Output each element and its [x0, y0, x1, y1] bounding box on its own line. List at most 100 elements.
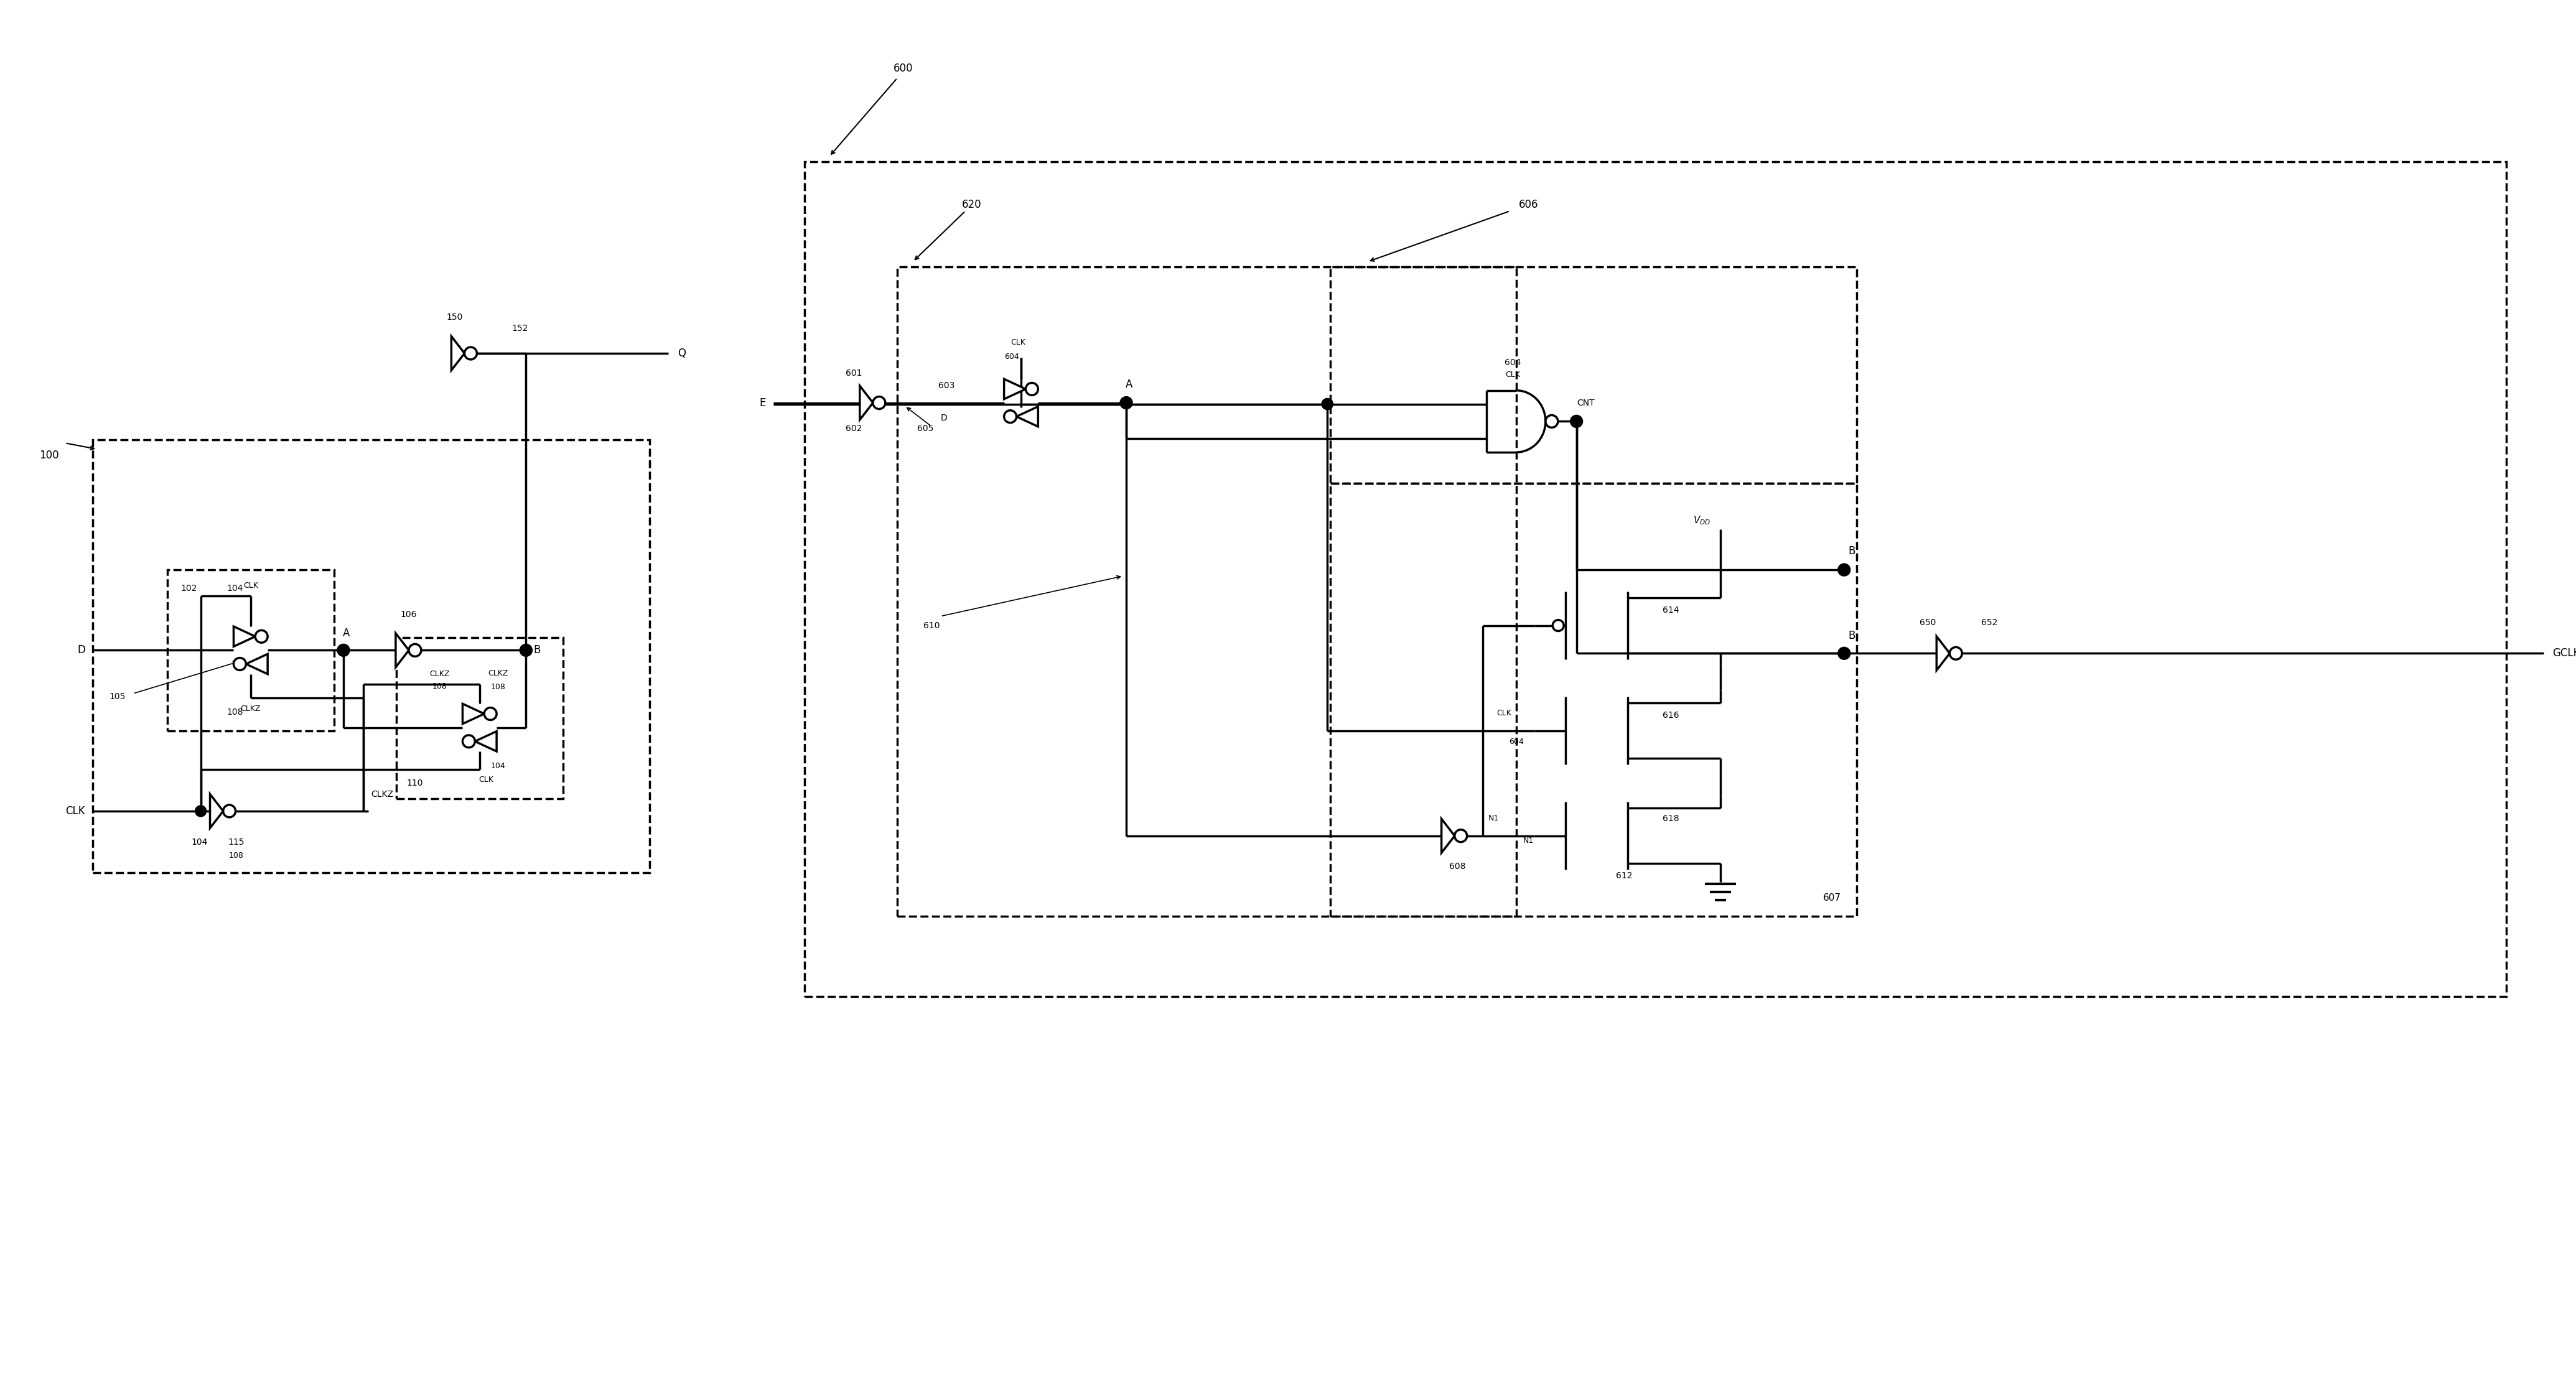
Text: 108: 108 — [433, 682, 446, 691]
Text: N1: N1 — [1522, 837, 1533, 844]
Polygon shape — [211, 794, 224, 828]
Text: 618: 618 — [1662, 814, 1680, 823]
Circle shape — [196, 805, 206, 817]
Polygon shape — [1937, 637, 1950, 670]
Circle shape — [873, 397, 886, 410]
Text: 104: 104 — [492, 763, 505, 771]
Text: CLKZ: CLKZ — [371, 790, 394, 799]
Text: 606: 606 — [1520, 199, 1538, 210]
Text: CNT: CNT — [1577, 399, 1595, 407]
Text: 152: 152 — [513, 324, 528, 334]
Circle shape — [234, 657, 245, 670]
Text: 102: 102 — [180, 584, 196, 592]
Text: 602: 602 — [845, 425, 863, 433]
Text: 108: 108 — [227, 707, 242, 717]
Text: 108: 108 — [489, 684, 505, 691]
Text: 108: 108 — [229, 851, 245, 859]
Text: 614: 614 — [1662, 606, 1680, 614]
Text: 115: 115 — [229, 837, 245, 847]
Text: B: B — [533, 645, 541, 656]
Text: 607: 607 — [1824, 893, 1842, 902]
Text: 616: 616 — [1662, 711, 1680, 720]
Text: 106: 106 — [399, 610, 417, 619]
Text: CLK: CLK — [67, 805, 85, 817]
Circle shape — [1546, 415, 1558, 428]
Circle shape — [1839, 648, 1850, 659]
Text: CLKZ: CLKZ — [487, 670, 507, 678]
Polygon shape — [474, 731, 497, 752]
Bar — [896, 267, 1517, 916]
Text: 105: 105 — [108, 692, 126, 700]
Text: CLK: CLK — [1497, 709, 1512, 717]
Polygon shape — [1005, 379, 1025, 399]
Polygon shape — [860, 386, 873, 419]
Text: CLKZ: CLKZ — [240, 704, 260, 713]
Text: $V_{DD}$: $V_{DD}$ — [1692, 515, 1710, 526]
Polygon shape — [1018, 407, 1038, 426]
Text: B: B — [1847, 631, 1855, 642]
Polygon shape — [1443, 819, 1455, 853]
Text: Q: Q — [677, 347, 685, 358]
Bar — [167, 570, 335, 731]
Circle shape — [1025, 383, 1038, 396]
Text: 620: 620 — [961, 199, 981, 210]
Bar — [1329, 267, 1857, 483]
Text: 601: 601 — [845, 368, 863, 378]
Text: 104: 104 — [191, 837, 209, 847]
Circle shape — [520, 645, 531, 656]
Text: 100: 100 — [39, 450, 59, 461]
Circle shape — [224, 805, 234, 818]
Bar — [804, 162, 2506, 996]
Polygon shape — [234, 627, 255, 646]
Text: 110: 110 — [407, 779, 422, 787]
Text: 608: 608 — [1450, 862, 1466, 871]
Circle shape — [255, 630, 268, 642]
Circle shape — [1950, 648, 1963, 660]
Circle shape — [1455, 829, 1466, 841]
Circle shape — [1005, 411, 1018, 422]
Bar — [397, 638, 564, 799]
Text: CLKZ: CLKZ — [430, 670, 448, 678]
Text: GCLK: GCLK — [2553, 648, 2576, 659]
Circle shape — [1553, 620, 1564, 631]
Text: CLK: CLK — [242, 581, 258, 590]
Text: CLK: CLK — [479, 776, 492, 783]
Circle shape — [464, 735, 474, 747]
Circle shape — [410, 644, 422, 656]
Text: D: D — [940, 414, 948, 422]
Text: 604: 604 — [1510, 738, 1522, 746]
Circle shape — [464, 347, 477, 360]
Text: D: D — [77, 645, 85, 656]
Text: N1: N1 — [1489, 814, 1499, 822]
Circle shape — [337, 645, 348, 656]
Circle shape — [1321, 399, 1332, 410]
Polygon shape — [451, 336, 464, 371]
Text: CLK: CLK — [1010, 339, 1025, 346]
Text: 610: 610 — [922, 621, 940, 630]
Polygon shape — [464, 703, 484, 724]
Circle shape — [484, 707, 497, 720]
Polygon shape — [245, 655, 268, 674]
Bar — [1329, 483, 1857, 916]
Text: 650: 650 — [1919, 619, 1935, 627]
Text: 605: 605 — [917, 425, 933, 433]
Text: 612: 612 — [1615, 872, 1633, 880]
Text: 603: 603 — [938, 381, 956, 390]
Text: A: A — [1126, 379, 1133, 390]
Text: A: A — [343, 627, 350, 638]
Text: 150: 150 — [446, 313, 464, 321]
Circle shape — [1571, 415, 1582, 426]
Text: 652: 652 — [1981, 619, 1999, 627]
Circle shape — [1121, 397, 1131, 408]
Circle shape — [1321, 399, 1332, 410]
Circle shape — [1839, 565, 1850, 576]
Bar — [93, 440, 649, 873]
Text: 604: 604 — [1005, 353, 1020, 361]
Polygon shape — [397, 634, 410, 667]
Text: B: B — [1847, 545, 1855, 556]
Text: CLK: CLK — [1504, 371, 1520, 379]
Text: 604: 604 — [1504, 358, 1522, 367]
Text: 104: 104 — [227, 584, 242, 592]
Text: 600: 600 — [894, 64, 914, 75]
Text: E: E — [760, 397, 765, 408]
